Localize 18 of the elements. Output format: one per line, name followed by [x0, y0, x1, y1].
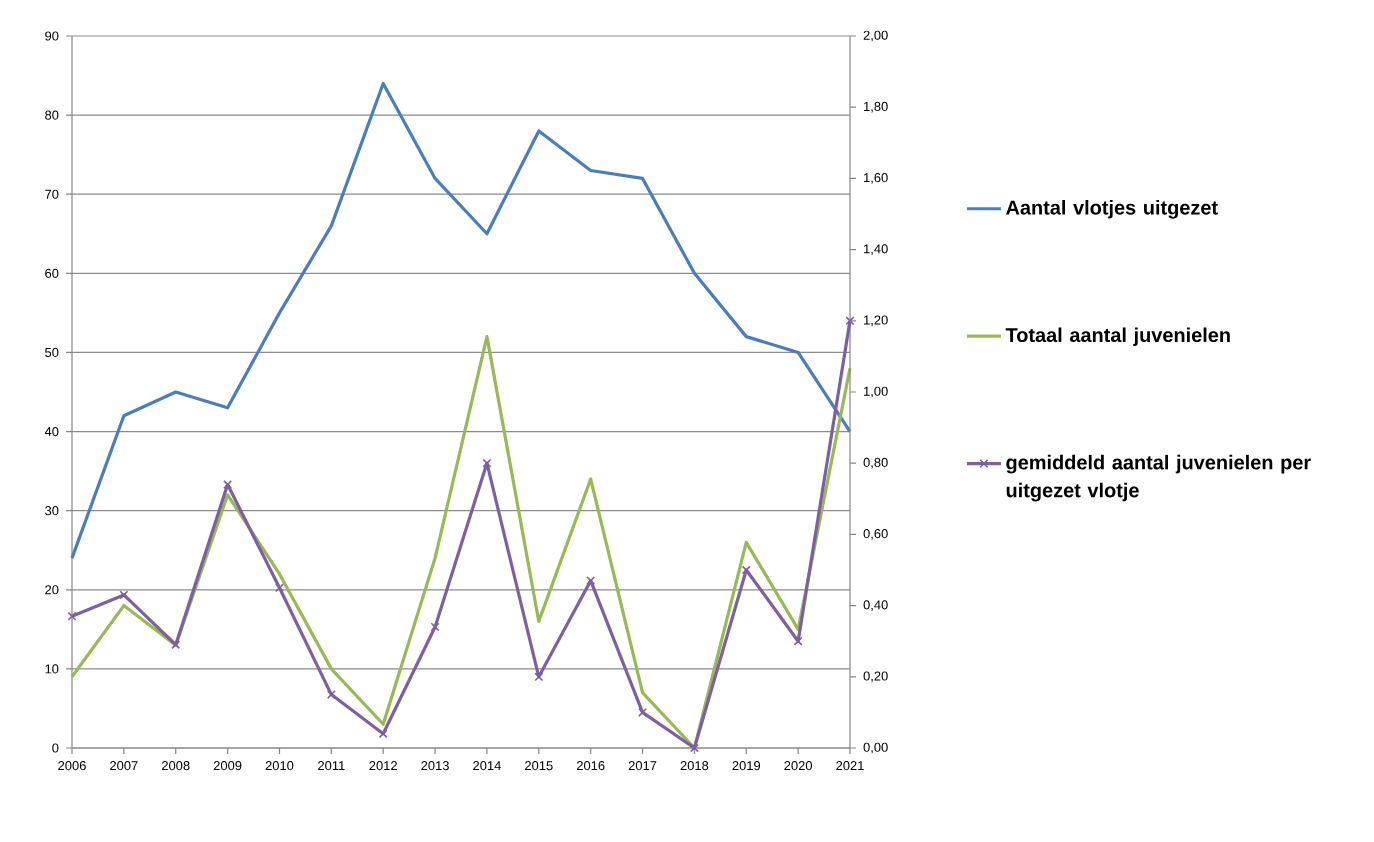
point	[534, 672, 544, 682]
point	[638, 707, 648, 717]
point	[171, 640, 181, 650]
point	[793, 636, 803, 646]
point	[274, 583, 284, 593]
point	[741, 565, 751, 575]
legend-label: Aantal vlotjes uitgezet	[1006, 200, 1218, 219]
legend-label: Totaal aantal juvenielen	[1005, 327, 1230, 347]
point	[119, 590, 129, 600]
point	[430, 622, 440, 632]
point	[482, 458, 492, 468]
point	[689, 743, 699, 753]
point	[223, 480, 233, 490]
point	[586, 576, 596, 586]
point	[378, 729, 388, 739]
line-series	[70, 81, 852, 560]
point	[326, 690, 336, 700]
legend-label: gemiddeld aantal juvenielen per uitgezet vlotje	[1006, 454, 1311, 502]
